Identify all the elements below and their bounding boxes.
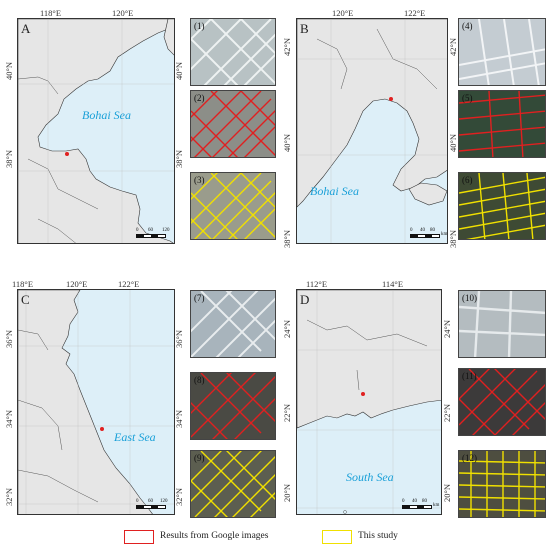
thumb-google-outlined: (5) [458,90,546,158]
lat-tick: 40°N [174,61,184,80]
lon-tick: 118°E [12,279,34,289]
lat-tick: 20°N [282,483,292,502]
lat-tick: 42°N [448,37,458,56]
thumb-number: (11) [462,371,477,381]
legend-swatch-study [322,530,352,544]
sea-label: Bohai Sea [82,108,131,122]
thumb-number: (12) [462,453,477,463]
lat-tick: 34°N [4,409,14,428]
panel-letter: C [21,292,30,307]
panel-letter: D [300,292,310,307]
sea-label: South Sea [346,470,394,484]
thumb-number: (10) [462,293,477,303]
scale-label: 0 [410,228,413,233]
sea-label: East Sea [114,430,156,444]
lat-tick: 24°N [282,319,292,338]
scale-label: 120 [160,499,168,504]
thumb-number: (5) [462,93,473,103]
scale-label: 0 [136,499,139,504]
lat-tick: 32°N [174,487,184,506]
scale-label: 80 [422,499,427,504]
thumb-google-plain: (1) [190,18,276,86]
scale-bar [410,234,440,238]
scale-label: km [433,503,440,508]
thumb-study-outlined: (3) [190,172,276,240]
legend-label-google: Results from Google images [160,531,269,541]
thumb-number: (9) [194,453,205,463]
legend-label-study: This study [358,531,398,541]
scale-bar [402,505,432,509]
thumb-google-outlined: (11) [458,368,546,436]
map-c [17,289,175,515]
lat-tick: 20°N [442,483,452,502]
thumb-google-plain: (7) [190,290,276,358]
scale-label: km [441,232,448,237]
thumb-number: (4) [462,21,473,31]
thumb-number: (7) [194,293,205,303]
lat-tick: 34°N [174,409,184,428]
lat-tick: 40°N [4,61,14,80]
panel-letter: A [21,21,31,36]
thumb-google-plain: (4) [458,18,546,86]
thumb-number: (1) [194,21,205,31]
lon-tick: 118°E [40,8,62,18]
scale-label: 0 [402,499,405,504]
thumb-google-plain: (10) [458,290,546,358]
thumb-study-outlined: (9) [190,450,276,518]
thumb-study-outlined: (12) [458,450,546,518]
scale-label: 60 [148,228,153,233]
lat-tick: 36°N [174,329,184,348]
scale-label: 40 [412,499,417,504]
thumb-study-outlined: (6) [458,172,546,240]
lat-tick: 38°N [282,229,292,248]
sea-label: Bohai Sea [310,184,359,198]
lat-tick: 40°N [448,133,458,152]
scale-label: 60 [148,499,153,504]
map-a [17,18,175,244]
lat-tick: 22°N [442,403,452,422]
lon-tick: 120°E [66,279,88,289]
lat-tick: 22°N [282,403,292,422]
scale-label: 120 [162,228,170,233]
scale-label: 80 [430,228,435,233]
lon-tick: 120°E [112,8,134,18]
lat-tick: 38°N [4,149,14,168]
lat-tick: 36°N [4,329,14,348]
scale-label: 0 [136,228,139,233]
lat-tick: 40°N [282,133,292,152]
map-b [296,18,448,244]
lat-tick: 32°N [4,487,14,506]
scale-bar [136,505,166,509]
thumb-number: (6) [462,175,473,185]
lon-tick: 112°E [306,279,328,289]
lat-tick: 38°N [448,229,458,248]
lat-tick: 42°N [282,37,292,56]
lon-tick: 120°E [332,8,354,18]
panel-letter: B [300,21,309,36]
scale-label: 40 [420,228,425,233]
thumb-google-outlined: (2) [190,90,276,158]
legend-swatch-google [124,530,154,544]
lon-tick: 114°E [382,279,404,289]
lon-tick: 122°E [404,8,426,18]
scale-bar [136,234,166,238]
thumb-number: (8) [194,375,205,385]
map-d [296,289,442,515]
lat-tick: 24°N [442,319,452,338]
lat-tick: 38°N [174,149,184,168]
thumb-number: (3) [194,175,205,185]
thumb-number: (2) [194,93,205,103]
lon-tick: 122°E [118,279,140,289]
thumb-google-outlined: (8) [190,372,276,440]
